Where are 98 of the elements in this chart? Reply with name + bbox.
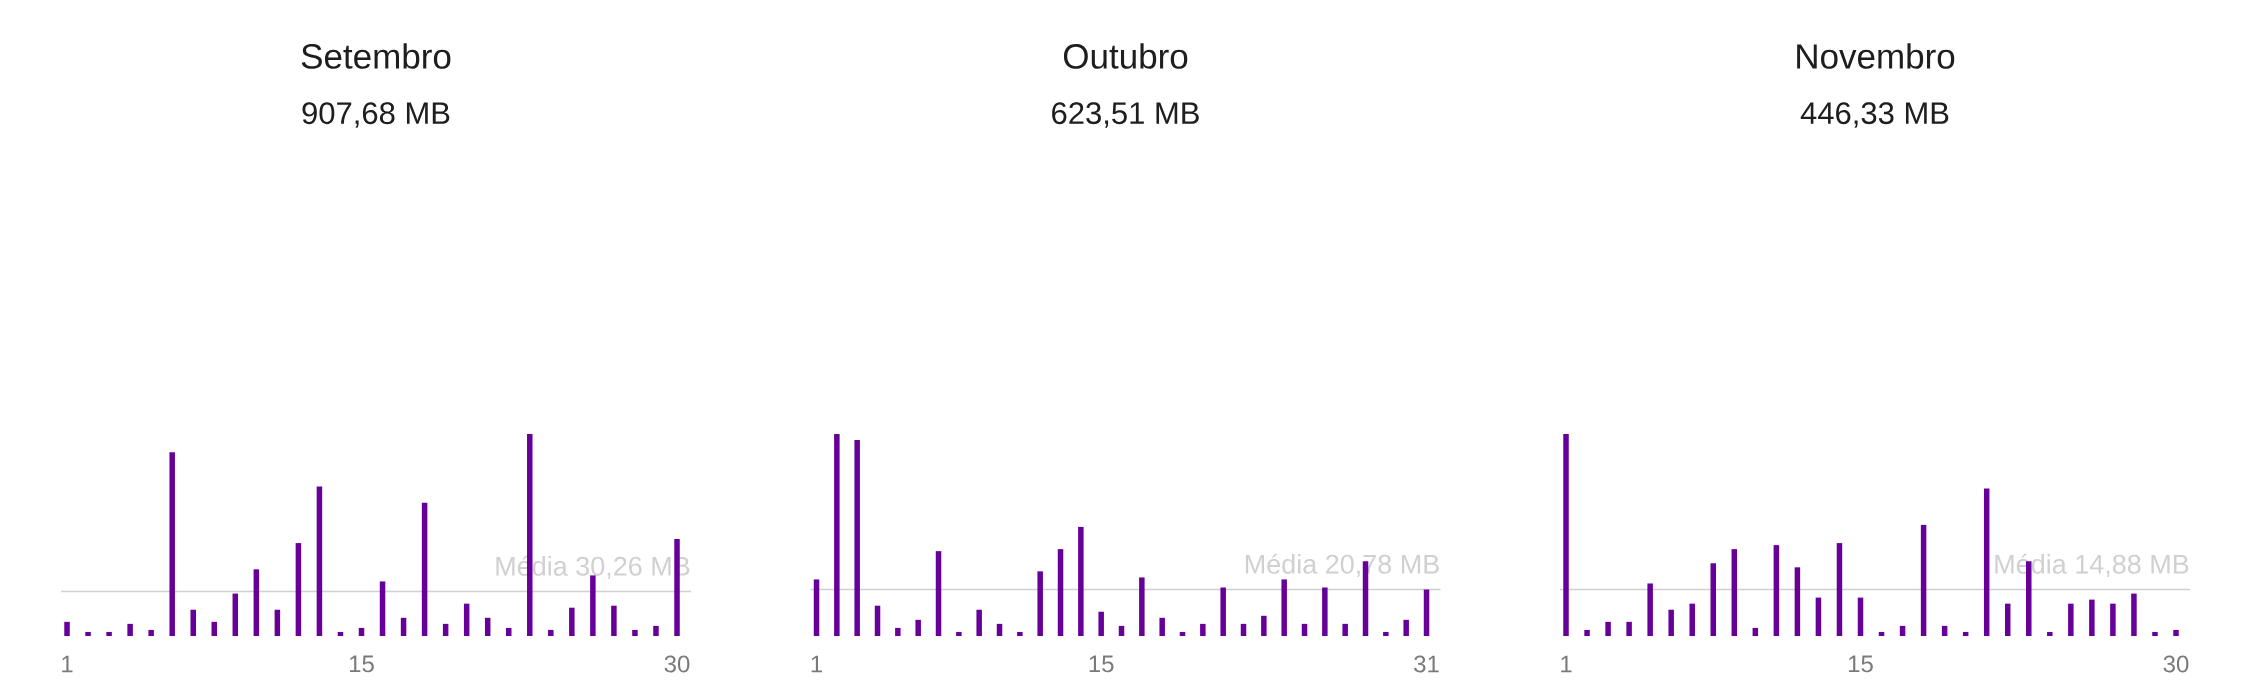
bar	[1301, 623, 1308, 636]
bar	[1773, 545, 1780, 636]
bar	[1836, 543, 1843, 636]
bar	[484, 617, 491, 636]
bar	[611, 605, 617, 636]
bar	[190, 609, 196, 636]
bar	[976, 609, 982, 636]
bar	[1647, 583, 1653, 636]
bar	[64, 621, 70, 636]
bar	[854, 440, 860, 636]
bar	[1017, 631, 1023, 636]
bar	[1983, 488, 1990, 636]
bar	[274, 609, 281, 636]
bar	[813, 579, 820, 636]
bar	[1159, 617, 1165, 636]
bar	[1179, 631, 1186, 636]
bar	[935, 551, 942, 636]
bar	[1962, 631, 1969, 636]
bar	[1342, 623, 1348, 636]
bar	[1139, 577, 1145, 636]
bar	[211, 621, 218, 636]
bar	[1383, 631, 1389, 636]
bar	[834, 433, 840, 636]
bar	[915, 619, 921, 636]
bar	[1423, 589, 1430, 636]
bar	[421, 502, 428, 636]
bar	[1403, 619, 1409, 636]
chart-subtitle: 623,51 MB	[1052, 102, 1199, 128]
x-tick-label: 30	[2163, 655, 2189, 673]
bar	[569, 607, 575, 636]
bar	[653, 625, 659, 636]
bar	[148, 629, 154, 636]
bar	[1878, 631, 1885, 636]
bar	[169, 452, 175, 636]
bar	[1037, 571, 1043, 636]
bar	[1098, 611, 1104, 636]
bar	[956, 631, 962, 636]
bar	[1281, 579, 1287, 636]
bar	[2110, 603, 2116, 636]
bar	[1626, 621, 1632, 636]
bar	[1057, 549, 1064, 636]
bar	[2004, 603, 2011, 636]
bar	[1261, 615, 1267, 636]
x-tick-label: 15	[1089, 655, 1114, 673]
bar	[337, 631, 344, 636]
chart-subtitle: 446,33 MB	[1800, 102, 1949, 128]
bar	[232, 593, 239, 636]
bar	[1752, 627, 1759, 636]
bar	[1200, 623, 1206, 636]
bar	[632, 629, 638, 636]
chart-title: Novembro	[1797, 43, 1955, 69]
bar	[85, 631, 91, 636]
bar	[358, 627, 365, 636]
bar	[253, 569, 260, 636]
bar	[1920, 524, 1927, 636]
bar	[1584, 629, 1590, 636]
bar	[463, 603, 470, 636]
bar	[1220, 587, 1226, 636]
bar	[1668, 609, 1674, 636]
bar	[996, 623, 1003, 636]
chart-title: Outubro	[1063, 43, 1188, 69]
bar	[1710, 563, 1717, 636]
bar	[2152, 631, 2158, 636]
bar	[895, 627, 901, 636]
bar	[2047, 631, 2053, 636]
bar	[548, 629, 554, 636]
x-tick-label: 1	[811, 655, 823, 673]
bar	[1078, 526, 1084, 636]
bar	[1857, 597, 1864, 636]
x-tick-label: 30	[664, 655, 690, 673]
bar	[2068, 603, 2074, 636]
bar	[442, 623, 449, 636]
bar	[1563, 433, 1569, 636]
bar	[1240, 623, 1247, 636]
x-tick-label: 1	[62, 655, 73, 673]
x-tick-label: 31	[1414, 655, 1439, 673]
bar	[2173, 629, 2179, 636]
bar	[1689, 603, 1695, 636]
x-tick-label: 1	[1561, 655, 1572, 673]
x-tick-label: 15	[1848, 655, 1873, 673]
bar	[316, 486, 323, 636]
chart-title: Setembro	[301, 43, 451, 69]
chart-subtitle: 907,68 MB	[302, 102, 450, 128]
bar	[1322, 587, 1328, 636]
bar	[106, 631, 112, 636]
bar	[400, 617, 407, 636]
bar	[505, 627, 512, 636]
bar	[127, 623, 133, 636]
bar	[1731, 549, 1738, 636]
bar	[295, 543, 302, 636]
bar	[2089, 599, 2095, 636]
bar	[2131, 593, 2137, 636]
bar	[874, 605, 881, 636]
bar	[1815, 597, 1822, 636]
bar	[1605, 621, 1611, 636]
bar	[379, 581, 386, 636]
bar	[1794, 567, 1801, 636]
x-tick-label: 15	[349, 655, 374, 673]
